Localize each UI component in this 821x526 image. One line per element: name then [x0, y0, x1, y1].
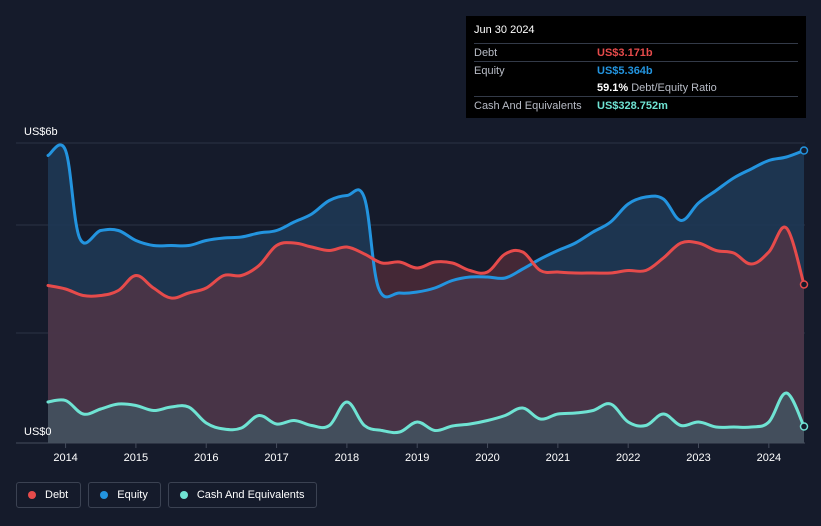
tooltip-date: Jun 30 2024 — [474, 24, 535, 36]
series-lines — [46, 143, 806, 435]
x-tick-label: 2014 — [53, 452, 77, 464]
equity-dot-icon — [100, 491, 109, 499]
equity-end-marker — [799, 146, 809, 155]
x-tick-label: 2017 — [264, 452, 288, 464]
tooltip-equity-label: Equity — [474, 65, 505, 77]
tooltip-equity-value: US$5.364b — [597, 65, 653, 77]
debt-area — [48, 227, 804, 443]
x-tick-label: 2019 — [405, 452, 429, 464]
legend-item-debt[interactable]: Debt — [16, 482, 82, 508]
legend-item-equity[interactable]: Equity — [88, 482, 161, 508]
tooltip-debt-value: US$3.171b — [597, 47, 653, 59]
tooltip-ratio-row: 59.1% Debt/Equity Ratio — [474, 79, 798, 96]
tooltip-debt-row: Debt US$3.171b — [474, 43, 798, 61]
tooltip-debt-label: Debt — [474, 47, 498, 59]
tooltip-ratio-value: 59.1% — [597, 82, 629, 94]
legend-debt-label: Debt — [45, 489, 69, 501]
x-tick-label: 2015 — [124, 452, 148, 464]
x-tick-label: 2016 — [194, 452, 218, 464]
tooltip-ratio-label: Debt/Equity Ratio — [631, 82, 717, 94]
tooltip-cash-value: US$328.752m — [597, 100, 668, 112]
debt-end-marker — [799, 280, 809, 289]
cash-line — [46, 391, 806, 435]
y-axis-bottom-label: US$0 — [24, 426, 52, 438]
legend-item-cash[interactable]: Cash And Equivalents — [167, 482, 318, 508]
legend: Debt Equity Cash And Equivalents — [16, 482, 318, 508]
legend-cash-label: Cash And Equivalents — [196, 489, 305, 501]
x-tick-label: 2021 — [546, 452, 570, 464]
x-tick-label: 2018 — [335, 452, 359, 464]
legend-equity-label: Equity — [117, 489, 148, 501]
x-tick-label: 2022 — [616, 452, 640, 464]
cash-end-marker — [799, 422, 809, 431]
y-axis-top-label: US$6b — [24, 126, 58, 138]
debt-line — [46, 225, 806, 300]
x-axis: 2014 2015 2016 2017 2018 2019 2020 2021 2022 2023… — [53, 443, 781, 464]
tooltip-cash-row: Cash And Equivalents US$328.752m — [474, 96, 798, 114]
tooltip-cash-label: Cash And Equivalents — [474, 100, 582, 112]
x-tick-label: 2020 — [475, 452, 499, 464]
series-end-markers — [799, 146, 809, 431]
x-tick-label: 2023 — [686, 452, 710, 464]
tooltip-equity-row: Equity US$5.364b — [474, 61, 798, 79]
equity-line — [46, 143, 806, 299]
debt-dot-icon — [28, 491, 36, 499]
x-tick-label: 2024 — [757, 452, 781, 464]
cash-dot-icon — [179, 491, 188, 499]
tooltip: Jun 30 2024 Debt US$3.171b Equity US$5.3… — [466, 16, 806, 118]
